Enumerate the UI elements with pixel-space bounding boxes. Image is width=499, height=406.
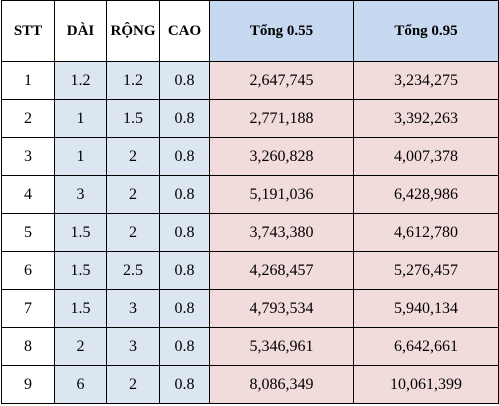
cell-tong-055: 3,743,380 bbox=[209, 213, 354, 252]
table-row: 1 1.2 1.2 0.8 2,647,745 3,234,275 bbox=[1, 61, 499, 100]
cell-rong: 3 bbox=[106, 327, 160, 366]
table-row: 3 1 2 0.8 3,260,828 4,007,378 bbox=[1, 137, 499, 176]
cell-cao: 0.8 bbox=[159, 365, 210, 404]
cell-tong-095: 6,642,661 bbox=[353, 327, 499, 366]
header-row: STT DÀI RỘNG CAO Tổng 0.55 Tổng 0.95 bbox=[1, 0, 499, 62]
table-row: 7 1.5 3 0.8 4,793,534 5,940,134 bbox=[1, 289, 499, 328]
cell-dai: 1.5 bbox=[54, 289, 107, 328]
table-row: 2 1 1.5 0.8 2,771,188 3,392,263 bbox=[1, 99, 499, 138]
cell-tong-055: 4,793,534 bbox=[209, 289, 354, 328]
cell-tong-095: 3,392,263 bbox=[353, 99, 499, 138]
cell-cao: 0.8 bbox=[159, 137, 210, 176]
cell-tong-055: 2,647,745 bbox=[209, 61, 354, 100]
cell-dai: 3 bbox=[54, 175, 107, 214]
cell-dai: 2 bbox=[54, 327, 107, 366]
cell-rong: 2 bbox=[106, 137, 160, 176]
header-tong-095: Tổng 0.95 bbox=[353, 0, 499, 62]
cell-tong-095: 5,940,134 bbox=[353, 289, 499, 328]
cell-rong: 1.5 bbox=[106, 99, 160, 138]
cell-stt: 9 bbox=[1, 365, 55, 404]
header-dai: DÀI bbox=[54, 0, 107, 62]
table-row: 5 1.5 2 0.8 3,743,380 4,612,780 bbox=[1, 213, 499, 252]
cell-cao: 0.8 bbox=[159, 289, 210, 328]
cell-stt: 5 bbox=[1, 213, 55, 252]
cell-tong-055: 5,191,036 bbox=[209, 175, 354, 214]
cell-rong: 2.5 bbox=[106, 251, 160, 290]
cell-stt: 4 bbox=[1, 175, 55, 214]
cell-rong: 3 bbox=[106, 289, 160, 328]
cell-tong-095: 6,428,986 bbox=[353, 175, 499, 214]
cell-cao: 0.8 bbox=[159, 213, 210, 252]
cell-cao: 0.8 bbox=[159, 251, 210, 290]
cell-tong-095: 5,276,457 bbox=[353, 251, 499, 290]
cell-stt: 3 bbox=[1, 137, 55, 176]
cell-rong: 2 bbox=[106, 365, 160, 404]
table-row: 8 2 3 0.8 5,346,961 6,642,661 bbox=[1, 327, 499, 366]
cell-cao: 0.8 bbox=[159, 61, 210, 100]
cell-tong-095: 3,234,275 bbox=[353, 61, 499, 100]
header-stt: STT bbox=[1, 0, 55, 62]
cell-tong-055: 8,086,349 bbox=[209, 365, 354, 404]
cell-tong-055: 5,346,961 bbox=[209, 327, 354, 366]
table-body: 1 1.2 1.2 0.8 2,647,745 3,234,275 2 1 1.5 0.8 2,77… bbox=[1, 61, 499, 404]
cell-cao: 0.8 bbox=[159, 99, 210, 138]
cell-tong-095: 4,612,780 bbox=[353, 213, 499, 252]
cell-cao: 0.8 bbox=[159, 175, 210, 214]
cell-dai: 1.2 bbox=[54, 61, 107, 100]
header-tong-055: Tổng 0.55 bbox=[209, 0, 354, 62]
cell-stt: 1 bbox=[1, 61, 55, 100]
table-row: 9 6 2 0.8 8,086,349 10,061,399 bbox=[1, 365, 499, 404]
cell-cao: 0.8 bbox=[159, 327, 210, 366]
table-row: 4 3 2 0.8 5,191,036 6,428,986 bbox=[1, 175, 499, 214]
cell-stt: 8 bbox=[1, 327, 55, 366]
cell-dai: 1 bbox=[54, 137, 107, 176]
cell-stt: 7 bbox=[1, 289, 55, 328]
cell-rong: 2 bbox=[106, 175, 160, 214]
cell-rong: 2 bbox=[106, 213, 160, 252]
cell-rong: 1.2 bbox=[106, 61, 160, 100]
cell-dai: 1.5 bbox=[54, 213, 107, 252]
cell-tong-055: 2,771,188 bbox=[209, 99, 354, 138]
header-rong: RỘNG bbox=[106, 0, 160, 62]
cell-dai: 6 bbox=[54, 365, 107, 404]
cell-tong-095: 10,061,399 bbox=[353, 365, 499, 404]
header-cao: CAO bbox=[159, 0, 210, 62]
cell-dai: 1 bbox=[54, 99, 107, 138]
cell-dai: 1.5 bbox=[54, 251, 107, 290]
cell-tong-055: 3,260,828 bbox=[209, 137, 354, 176]
cell-stt: 6 bbox=[1, 251, 55, 290]
cell-tong-095: 4,007,378 bbox=[353, 137, 499, 176]
table-row: 6 1.5 2.5 0.8 4,268,457 5,276,457 bbox=[1, 251, 499, 290]
cell-tong-055: 4,268,457 bbox=[209, 251, 354, 290]
cell-stt: 2 bbox=[1, 99, 55, 138]
